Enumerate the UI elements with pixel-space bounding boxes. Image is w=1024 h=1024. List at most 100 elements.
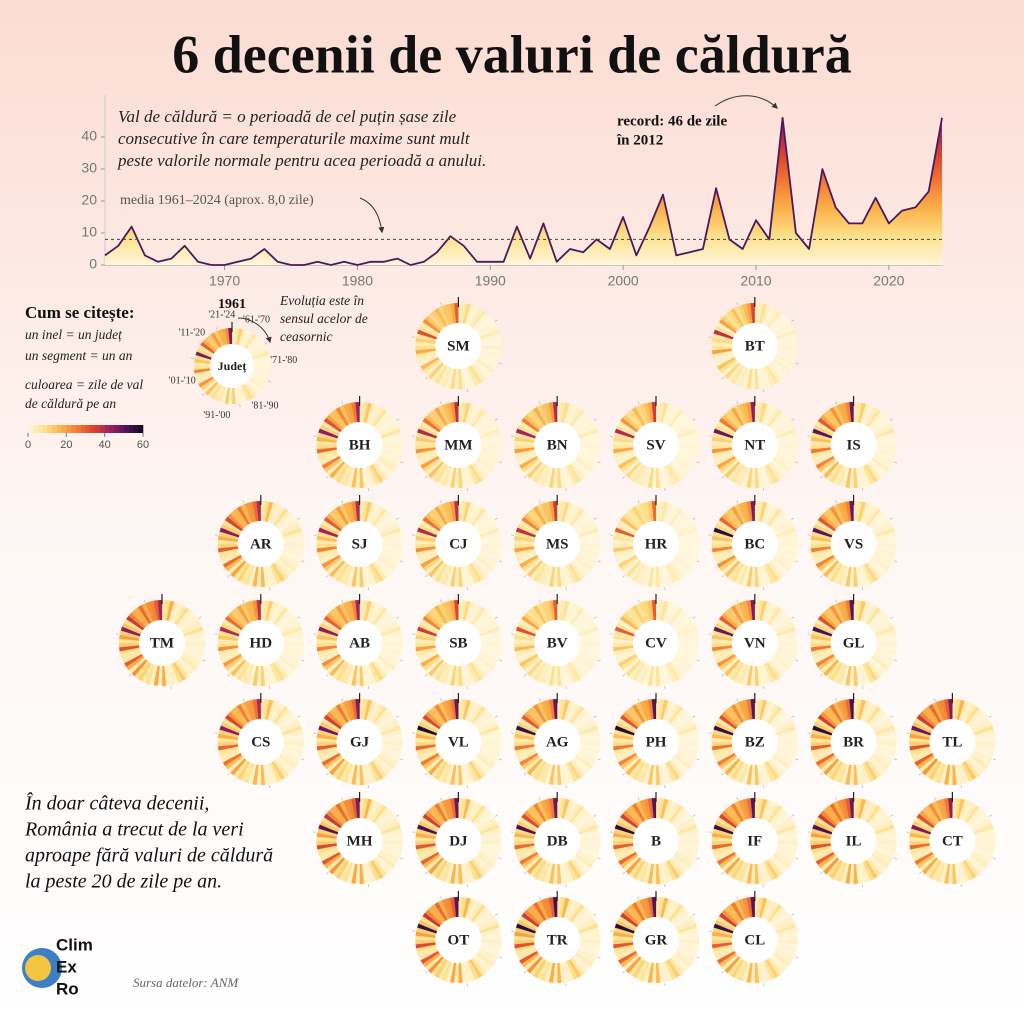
decade-tick bbox=[894, 461, 898, 464]
decade-tick bbox=[906, 831, 910, 833]
decade-tick bbox=[326, 475, 329, 479]
decade-tick bbox=[622, 970, 626, 974]
decade-tick bbox=[894, 659, 898, 662]
decade-tick bbox=[466, 983, 468, 987]
decade-tick bbox=[301, 659, 305, 662]
colorbar-cell bbox=[56, 425, 62, 433]
decade-tick bbox=[297, 616, 301, 619]
colorbar-cell bbox=[99, 425, 105, 433]
decade-label: '21-'24 bbox=[208, 309, 235, 320]
ring-center bbox=[830, 818, 877, 864]
county-label: BV bbox=[547, 635, 568, 651]
ring-center bbox=[731, 521, 778, 567]
county-ring: CV bbox=[609, 594, 700, 690]
colorbar-cell bbox=[51, 425, 58, 433]
ring-center bbox=[336, 422, 383, 468]
county-ring: DB bbox=[511, 792, 601, 888]
decade-tick bbox=[202, 393, 205, 396]
decade-tick bbox=[511, 930, 515, 932]
decade-tick bbox=[721, 970, 724, 974]
x-tick-label: 1990 bbox=[475, 273, 506, 289]
decade-tick bbox=[696, 461, 700, 464]
county-ring: SV bbox=[609, 396, 700, 492]
decade-tick bbox=[239, 404, 241, 408]
county-label: TM bbox=[150, 635, 174, 651]
county-ring: TR bbox=[511, 891, 601, 987]
county-ring: VS bbox=[807, 495, 898, 591]
decade-tick bbox=[424, 574, 428, 578]
decade-tick bbox=[227, 772, 230, 776]
county-label: VL bbox=[448, 734, 469, 750]
decade-tick bbox=[367, 785, 370, 789]
decade-tick bbox=[795, 857, 799, 860]
decade-tick bbox=[807, 633, 811, 635]
county-label: IF bbox=[747, 833, 762, 849]
county-ring: MM bbox=[412, 396, 502, 492]
decade-tick bbox=[889, 616, 893, 619]
decade-tick bbox=[820, 673, 823, 677]
mean-arrow bbox=[359, 197, 385, 234]
decade-tick bbox=[889, 715, 893, 718]
county-label: TR bbox=[547, 932, 568, 948]
decade-tick bbox=[889, 814, 893, 817]
decade-tick bbox=[861, 587, 864, 591]
ring-center bbox=[830, 422, 877, 468]
decade-tick bbox=[395, 814, 399, 817]
legend-text: un inel = un județ bbox=[25, 327, 123, 342]
county-ring: IF bbox=[708, 792, 799, 888]
decade-tick bbox=[807, 534, 811, 536]
decade-tick bbox=[523, 772, 527, 776]
county-ring: HD bbox=[214, 594, 305, 690]
ring-center bbox=[237, 719, 284, 765]
decade-tick bbox=[498, 461, 502, 464]
note: la peste 20 de zile pe an. bbox=[25, 871, 222, 893]
decade-tick bbox=[894, 857, 898, 860]
decade-tick bbox=[795, 461, 799, 464]
decade-tick bbox=[538, 896, 541, 900]
decade-tick bbox=[301, 560, 305, 563]
decade-tick bbox=[424, 673, 428, 677]
county-label: MS bbox=[546, 536, 569, 552]
decade-tick bbox=[424, 376, 428, 380]
decade-tick bbox=[395, 517, 399, 520]
colorbar-cell bbox=[90, 425, 96, 433]
legend-title: Cum se citește: bbox=[25, 303, 135, 323]
decade-tick bbox=[622, 574, 626, 578]
decade-tick bbox=[412, 633, 416, 635]
direction-text: sensul acelor de bbox=[280, 311, 368, 326]
decade-tick bbox=[400, 659, 404, 662]
decade-tick bbox=[511, 732, 515, 734]
y-tick-label: 0 bbox=[89, 256, 97, 272]
decade-tick bbox=[708, 930, 712, 932]
county-label: BC bbox=[744, 536, 765, 552]
ring-center bbox=[633, 521, 679, 567]
decade-tick bbox=[835, 698, 838, 702]
decade-tick bbox=[696, 560, 700, 563]
decade-tick bbox=[791, 913, 795, 916]
decade-tick bbox=[762, 488, 765, 492]
colorbar-cell bbox=[123, 425, 129, 433]
county-ring: TL bbox=[906, 693, 996, 789]
decade-tick bbox=[395, 715, 399, 718]
note: România a trecut de la veri bbox=[24, 819, 244, 841]
decade-tick bbox=[795, 956, 799, 959]
decade-tick bbox=[498, 560, 502, 563]
decade-tick bbox=[762, 884, 765, 888]
decade-tick bbox=[597, 956, 601, 959]
decade-tick bbox=[593, 814, 597, 817]
decade-tick bbox=[498, 362, 502, 365]
decade-tick bbox=[494, 814, 498, 817]
decade-tick bbox=[637, 698, 640, 702]
ring-center bbox=[435, 521, 482, 567]
decade-tick bbox=[494, 517, 498, 520]
decade-tick bbox=[609, 534, 613, 536]
decade-tick bbox=[894, 560, 898, 563]
decade-tick bbox=[313, 831, 317, 833]
note: aproape fără valuri de căldură bbox=[25, 845, 273, 867]
county-label: SM bbox=[447, 338, 470, 354]
y-tick-label: 20 bbox=[81, 192, 97, 208]
mean-label: media 1961–2024 (aprox. 8,0 zile) bbox=[120, 193, 314, 208]
x-tick-label: 2000 bbox=[608, 273, 639, 289]
decade-tick bbox=[412, 831, 416, 833]
county-ring: GL bbox=[807, 594, 898, 690]
